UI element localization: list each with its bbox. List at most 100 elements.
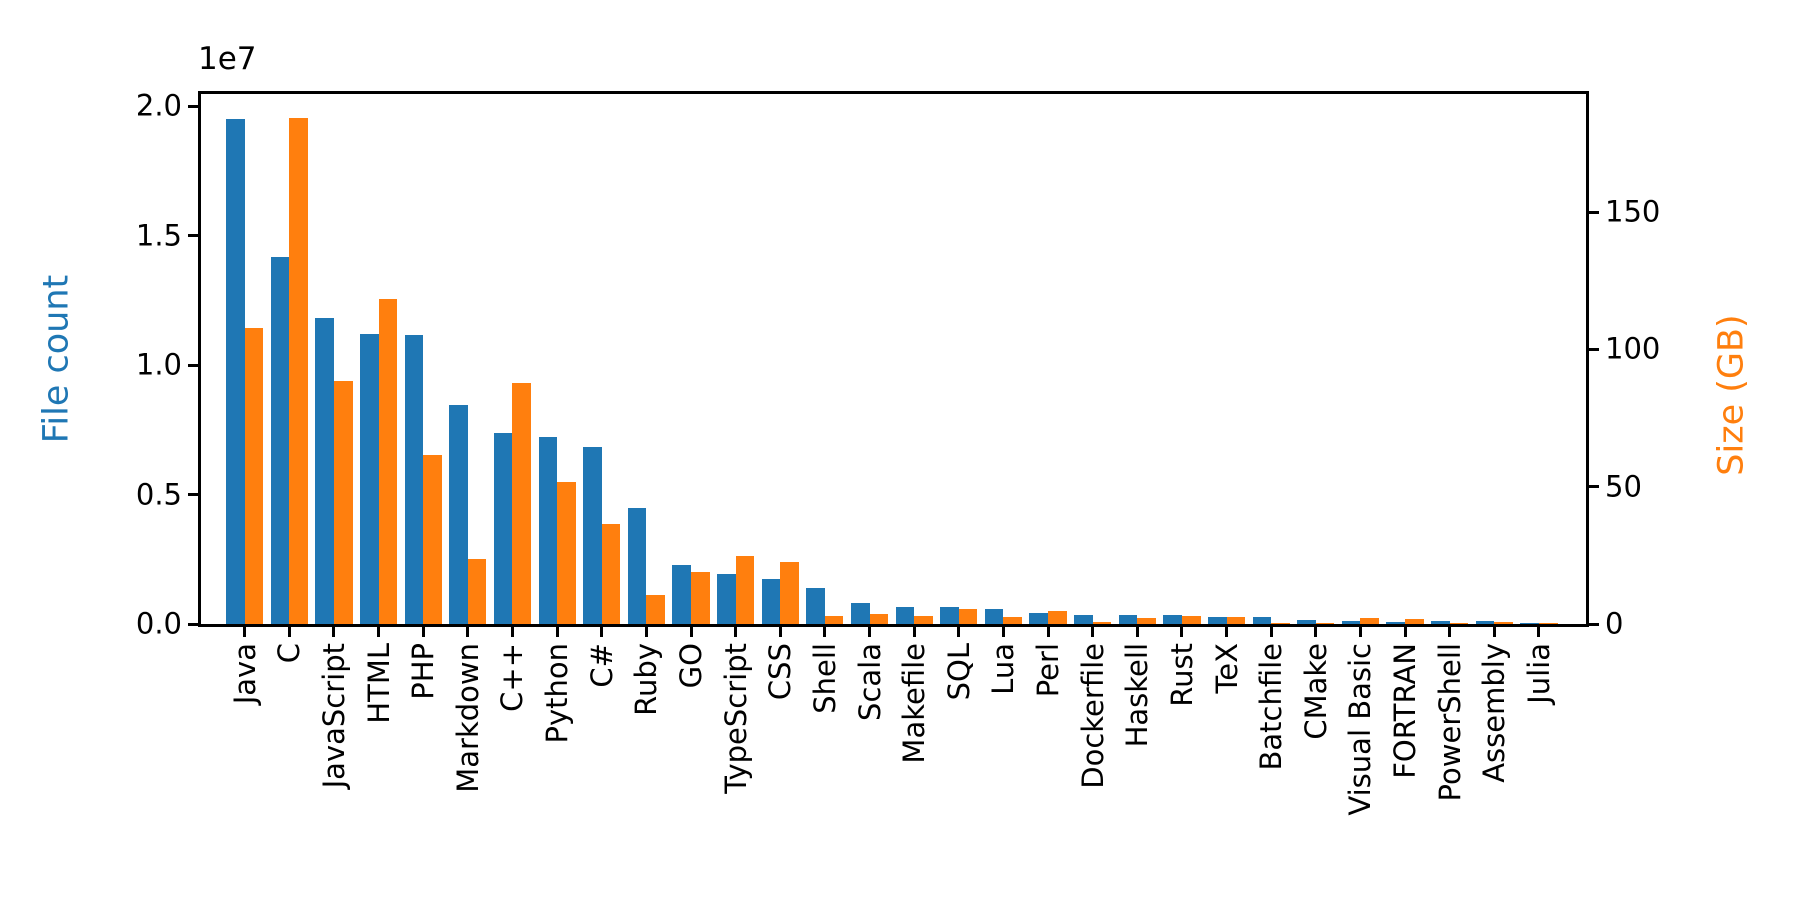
x-tick-label-Visual Basic: Visual Basic <box>1343 643 1378 816</box>
x-tick-label-Julia: Julia <box>1521 643 1556 704</box>
x-tick-Haskell <box>1135 627 1139 637</box>
x-tick-label-JavaScript: JavaScript <box>316 643 351 789</box>
x-tick-GO <box>689 627 693 637</box>
right-y-tick-100 <box>1589 347 1599 351</box>
size-bar-Ruby <box>646 594 665 624</box>
size-bar-Markdown <box>467 559 487 624</box>
left-y-tick-label-1.0: 1.0 <box>135 347 182 382</box>
size-bar-GO <box>691 571 710 624</box>
size-bar-Makefile <box>914 616 933 624</box>
x-tick-Julia <box>1537 627 1541 637</box>
x-tick-TypeScript <box>734 627 738 637</box>
file-count-bar-Rust <box>1163 614 1182 624</box>
x-tick-label-Python: Python <box>540 643 575 744</box>
file-count-bar-Visual Basic <box>1341 621 1361 624</box>
size-bar-Haskell <box>1137 618 1156 624</box>
file-count-bar-PHP <box>404 335 424 624</box>
x-tick-Dockerfile <box>1091 627 1095 637</box>
x-tick-label-GO: GO <box>674 643 708 689</box>
x-tick-label-TypeScript: TypeScript <box>718 643 753 794</box>
bars-layer <box>201 94 1586 624</box>
size-bar-Scala <box>869 613 889 624</box>
file-count-bar-TeX <box>1207 616 1227 624</box>
x-tick-Scala <box>868 627 872 637</box>
right-y-tick-label-100: 100 <box>1605 331 1661 366</box>
x-tick-label-Scala: Scala <box>852 643 887 721</box>
file-count-bar-Haskell <box>1118 615 1138 624</box>
left-y-tick-label-0.5: 0.5 <box>135 477 182 512</box>
x-tick-label-PHP: PHP <box>406 643 441 700</box>
file-count-bar-C++ <box>493 432 513 624</box>
file-count-bar-Java <box>226 119 245 624</box>
size-bar-Perl <box>1048 611 1067 624</box>
left-axis-offset-label: 1e7 <box>198 41 257 77</box>
file-count-bar-CSS <box>761 579 781 624</box>
x-tick-label-Perl: Perl <box>1031 643 1066 698</box>
left-y-tick-label-2.0: 2.0 <box>135 88 182 123</box>
x-tick-Rust <box>1180 627 1184 637</box>
file-count-bar-Batchfile <box>1252 617 1272 624</box>
right-y-tick-150 <box>1589 210 1599 214</box>
x-tick-HTML <box>377 627 381 637</box>
size-bar-HTML <box>378 298 398 624</box>
x-tick-label-C#: C# <box>584 643 619 688</box>
file-count-bar-Perl <box>1029 612 1049 624</box>
left-axis-title: File count <box>36 274 77 444</box>
size-bar-TeX <box>1226 616 1246 624</box>
x-tick-label-Markdown: Markdown <box>450 643 485 793</box>
size-bar-FORTRAN <box>1405 618 1424 624</box>
size-bar-Dockerfile <box>1092 622 1112 624</box>
x-tick-label-TeX: TeX <box>1209 643 1244 694</box>
file-count-bar-C <box>270 257 290 624</box>
left-y-tick-1.5 <box>188 234 198 238</box>
file-count-bar-Lua <box>984 609 1004 624</box>
file-count-bar-GO <box>672 565 691 624</box>
size-bar-C++ <box>512 382 532 624</box>
x-tick-label-CMake: CMake <box>1298 643 1333 740</box>
right-y-tick-50 <box>1589 485 1599 489</box>
size-bar-JavaScript <box>333 380 353 624</box>
x-tick-SQL <box>957 627 961 637</box>
file-count-bar-FORTRAN <box>1386 621 1406 624</box>
size-bar-PHP <box>423 455 442 624</box>
x-tick-label-Shell: Shell <box>807 643 842 714</box>
file-count-bar-Dockerfile <box>1074 615 1093 624</box>
size-bar-Assembly <box>1494 622 1513 624</box>
x-tick-Python <box>555 627 559 637</box>
x-tick-CMake <box>1314 627 1318 637</box>
left-y-tick-1.0 <box>188 363 198 367</box>
x-tick-label-C: C <box>272 643 307 664</box>
x-tick-FORTRAN <box>1403 627 1407 637</box>
x-tick-PowerShell <box>1448 627 1452 637</box>
file-count-bar-Assembly <box>1475 621 1495 624</box>
x-tick-label-Lua: Lua <box>986 643 1021 695</box>
x-tick-label-Assembly: Assembly <box>1477 643 1512 783</box>
size-bar-PowerShell <box>1449 622 1469 624</box>
size-bar-C <box>289 117 308 624</box>
size-bar-Python <box>557 481 576 624</box>
plot-area <box>198 91 1589 627</box>
x-tick-Shell <box>823 627 827 637</box>
size-bar-CSS <box>780 561 799 624</box>
x-tick-Markdown <box>466 627 470 637</box>
x-tick-PHP <box>421 627 425 637</box>
x-tick-Java <box>243 627 247 637</box>
x-tick-C++ <box>510 627 514 637</box>
size-bar-CMake <box>1315 622 1335 624</box>
file-count-bar-HTML <box>359 334 379 624</box>
size-bar-Java <box>244 328 264 624</box>
x-tick-C# <box>600 627 604 637</box>
file-count-bar-Scala <box>850 603 870 624</box>
size-bar-C# <box>601 523 621 624</box>
x-tick-label-C++: C++ <box>495 643 530 712</box>
right-y-tick-0 <box>1589 622 1599 626</box>
x-tick-Perl <box>1046 627 1050 637</box>
file-count-bar-CMake <box>1297 620 1316 624</box>
right-axis-title: Size (GB) <box>1711 314 1752 476</box>
right-y-tick-label-50: 50 <box>1605 469 1642 504</box>
x-tick-label-FORTRAN: FORTRAN <box>1388 643 1423 779</box>
file-count-bar-TypeScript <box>717 574 736 624</box>
left-y-tick-0.0 <box>188 622 198 626</box>
size-bar-Lua <box>1003 617 1022 624</box>
